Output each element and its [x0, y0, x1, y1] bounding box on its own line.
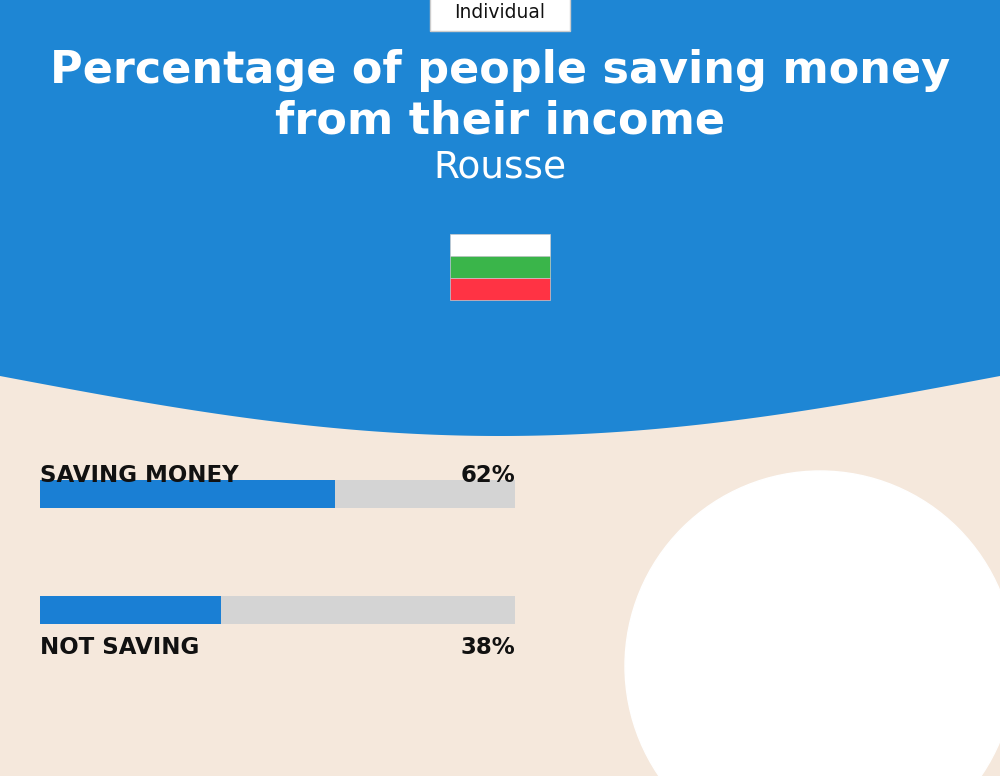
- Bar: [450, 278, 550, 300]
- Text: NOT SAVING: NOT SAVING: [40, 636, 199, 660]
- Bar: [40, 596, 515, 624]
- FancyBboxPatch shape: [430, 0, 570, 31]
- Text: Individual: Individual: [454, 4, 546, 23]
- Text: 38%: 38%: [460, 636, 515, 660]
- Bar: [450, 234, 550, 256]
- Text: from their income: from their income: [275, 99, 725, 143]
- PathPatch shape: [0, 0, 1000, 436]
- Circle shape: [625, 471, 1000, 776]
- Text: SAVING MONEY: SAVING MONEY: [40, 465, 239, 487]
- Bar: [40, 596, 220, 624]
- Bar: [40, 480, 515, 508]
- Text: Rousse: Rousse: [433, 150, 567, 186]
- Bar: [40, 480, 334, 508]
- Bar: [450, 256, 550, 278]
- Text: Percentage of people saving money: Percentage of people saving money: [50, 50, 950, 92]
- Text: 62%: 62%: [460, 465, 515, 487]
